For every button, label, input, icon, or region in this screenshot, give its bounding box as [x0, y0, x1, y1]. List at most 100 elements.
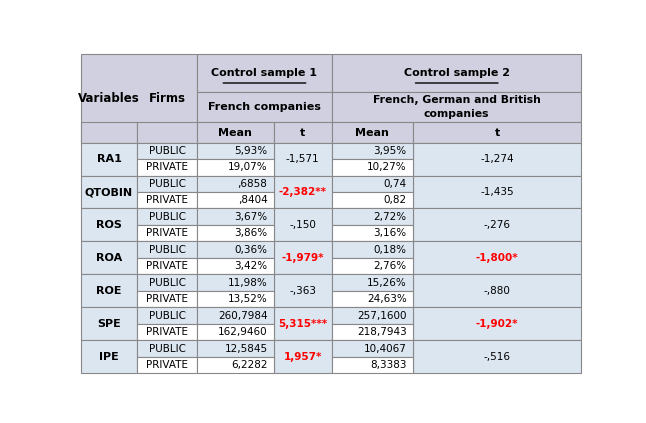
Bar: [197, 275, 273, 291]
Text: PUBLIC: PUBLIC: [149, 343, 185, 354]
Text: IPE: IPE: [99, 352, 119, 362]
Bar: [138, 291, 197, 308]
Bar: [138, 324, 197, 340]
Text: 0,82: 0,82: [384, 195, 407, 205]
Bar: [332, 54, 581, 93]
Bar: [197, 258, 273, 275]
Text: ROE: ROE: [96, 286, 122, 296]
Text: 2,76%: 2,76%: [373, 261, 407, 271]
Bar: [197, 242, 273, 258]
Text: SPE: SPE: [97, 319, 121, 329]
Bar: [81, 209, 138, 242]
Text: -1,571: -1,571: [286, 154, 320, 164]
Bar: [197, 357, 273, 373]
Bar: [413, 176, 581, 209]
Text: PRIVATE: PRIVATE: [146, 162, 188, 172]
Bar: [138, 122, 197, 143]
Text: 218,7943: 218,7943: [357, 327, 407, 337]
Text: ,8404: ,8404: [238, 195, 267, 205]
Text: 13,52%: 13,52%: [228, 294, 267, 304]
Text: 15,26%: 15,26%: [367, 277, 407, 288]
Bar: [332, 324, 413, 340]
Text: Firms: Firms: [149, 92, 185, 105]
Text: 0,36%: 0,36%: [234, 244, 267, 255]
Bar: [332, 308, 413, 324]
Bar: [273, 275, 332, 308]
Bar: [81, 122, 138, 143]
Text: PUBLIC: PUBLIC: [149, 212, 185, 222]
Text: 11,98%: 11,98%: [228, 277, 267, 288]
Text: PUBLIC: PUBLIC: [149, 146, 185, 156]
Text: t: t: [494, 127, 499, 137]
Text: 0,74: 0,74: [384, 179, 407, 189]
Text: PRIVATE: PRIVATE: [146, 228, 188, 238]
Text: 3,86%: 3,86%: [234, 228, 267, 238]
Text: 257,1600: 257,1600: [357, 310, 407, 321]
Bar: [138, 242, 197, 258]
Bar: [138, 143, 197, 159]
Bar: [273, 242, 332, 275]
Text: PRIVATE: PRIVATE: [146, 360, 188, 370]
Text: 260,7984: 260,7984: [218, 310, 267, 321]
Bar: [332, 258, 413, 275]
Text: 3,67%: 3,67%: [234, 212, 267, 222]
Text: -,363: -,363: [289, 286, 317, 296]
Bar: [197, 54, 332, 93]
Bar: [332, 192, 413, 209]
Text: 3,16%: 3,16%: [373, 228, 407, 238]
Text: 5,315***: 5,315***: [278, 319, 328, 329]
Bar: [81, 242, 138, 275]
Bar: [81, 308, 138, 340]
Text: -,516: -,516: [484, 352, 510, 362]
Text: t: t: [300, 127, 306, 137]
Bar: [273, 209, 332, 242]
Text: -,276: -,276: [484, 220, 510, 230]
Text: 10,4067: 10,4067: [364, 343, 407, 354]
Bar: [332, 242, 413, 258]
Bar: [138, 159, 197, 176]
Text: PRIVATE: PRIVATE: [146, 261, 188, 271]
Bar: [138, 340, 197, 357]
Text: -,880: -,880: [484, 286, 510, 296]
Text: 5,93%: 5,93%: [234, 146, 267, 156]
Bar: [197, 176, 273, 192]
Bar: [332, 176, 413, 192]
Bar: [197, 209, 273, 225]
Text: PUBLIC: PUBLIC: [149, 244, 185, 255]
Text: 19,07%: 19,07%: [228, 162, 267, 172]
Text: French companies: French companies: [208, 102, 321, 113]
Bar: [197, 143, 273, 159]
Bar: [332, 209, 413, 225]
Text: 3,95%: 3,95%: [373, 146, 407, 156]
Text: ROS: ROS: [96, 220, 122, 230]
Bar: [138, 225, 197, 242]
Bar: [138, 258, 197, 275]
Text: -1,274: -1,274: [480, 154, 514, 164]
Bar: [413, 209, 581, 242]
Text: PRIVATE: PRIVATE: [146, 195, 188, 205]
Bar: [138, 209, 197, 225]
Text: Variables: Variables: [78, 92, 140, 105]
Bar: [273, 176, 332, 209]
Bar: [81, 176, 138, 209]
Text: PUBLIC: PUBLIC: [149, 277, 185, 288]
Text: Mean: Mean: [218, 127, 252, 137]
Bar: [332, 357, 413, 373]
Text: 2,72%: 2,72%: [373, 212, 407, 222]
Bar: [197, 159, 273, 176]
Bar: [138, 357, 197, 373]
Bar: [138, 176, 197, 192]
Text: ROA: ROA: [96, 253, 122, 263]
Text: PUBLIC: PUBLIC: [149, 179, 185, 189]
Bar: [332, 93, 581, 122]
Text: -1,979*: -1,979*: [282, 253, 324, 263]
Bar: [81, 143, 138, 176]
Bar: [197, 192, 273, 209]
Bar: [273, 340, 332, 373]
Bar: [273, 122, 332, 143]
Bar: [81, 54, 197, 143]
Text: -2,382**: -2,382**: [279, 187, 327, 197]
Text: Mean: Mean: [355, 127, 390, 137]
Text: Control sample 1: Control sample 1: [211, 68, 317, 78]
Text: -1,435: -1,435: [480, 187, 514, 197]
